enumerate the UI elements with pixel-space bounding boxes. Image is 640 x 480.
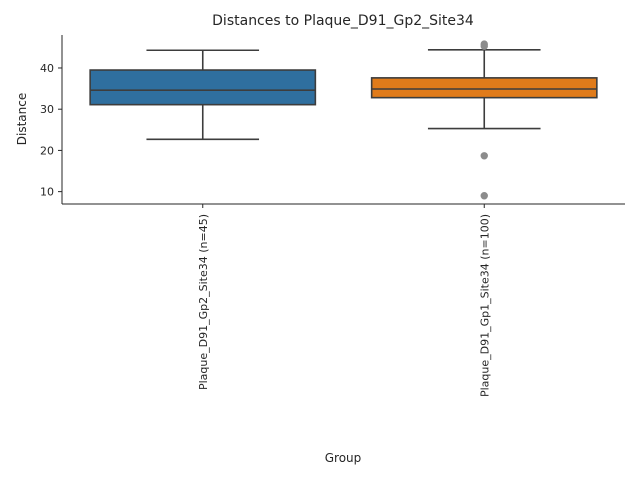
y-tick-label: 40 [40, 62, 54, 75]
plot-area [89, 40, 598, 200]
x-tick-label: Plaque_D91_Gp2_Site34 (n=45) [197, 214, 210, 390]
x-axis-label: Group [325, 451, 362, 465]
outlier-point [480, 152, 488, 160]
chart-title: Distances to Plaque_D91_Gp2_Site34 [212, 13, 474, 29]
iqr-box [370, 77, 598, 99]
y-tick-label: 10 [40, 186, 54, 199]
outlier-point [480, 40, 488, 48]
iqr-box [89, 69, 317, 106]
y-axis-label: Distance [15, 93, 29, 145]
y-tick-label: 20 [40, 144, 54, 157]
x-tick-label: Plaque_D91_Gp1_Site34 (n=100) [478, 214, 491, 397]
outlier-point [480, 192, 488, 200]
y-tick-label: 30 [40, 103, 54, 116]
